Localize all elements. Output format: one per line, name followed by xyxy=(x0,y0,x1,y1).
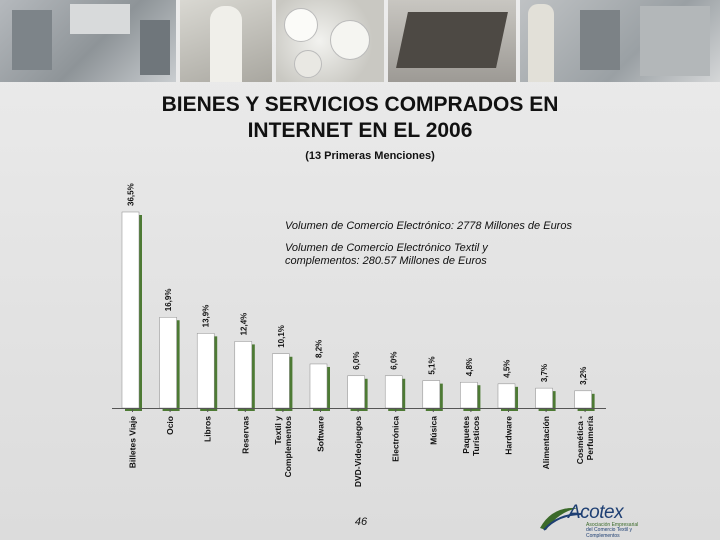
category-label: Hardware xyxy=(504,416,514,455)
logo-name: Acotex xyxy=(568,502,624,523)
value-label: 3,2% xyxy=(579,367,588,385)
ecommerce-volume-note: Volumen de Comercio Electrónico: 2778 Mi… xyxy=(285,220,572,232)
value-label: 13,9% xyxy=(202,305,211,328)
bar xyxy=(234,341,253,409)
bar xyxy=(347,375,365,409)
bar xyxy=(121,211,140,409)
title-line-2: INTERNET EN EL 2006 xyxy=(247,119,473,142)
category-label: Alimentación xyxy=(541,416,551,469)
bar xyxy=(460,381,478,409)
category-label: Billetes Viaje xyxy=(128,416,138,469)
category-label: Libros xyxy=(203,416,213,442)
header-photo-fabric xyxy=(388,0,516,82)
value-label: 6,0% xyxy=(352,352,361,370)
category-label: Complementos xyxy=(283,416,293,478)
slide-subtitle: (13 Primeras Menciones) xyxy=(305,150,435,162)
category-label: Turísticos xyxy=(471,416,481,456)
value-label: 3,7% xyxy=(540,364,549,382)
category-label: Paquetes xyxy=(461,416,471,454)
bar xyxy=(422,380,441,409)
bar xyxy=(574,390,592,409)
category-label: DVD-Videojuegos xyxy=(353,416,363,487)
header-photo-store xyxy=(520,0,720,82)
bar xyxy=(384,375,403,409)
value-label: 4,5% xyxy=(503,360,512,378)
header-photo-mannequin xyxy=(180,0,272,82)
logo-tagline-1: Asociación Empresarial xyxy=(586,522,639,528)
title-line-1: BIENES Y SERVICIOS COMPRADOS EN xyxy=(161,93,559,116)
value-label: 36,5% xyxy=(127,183,136,206)
category-label: Reservas xyxy=(240,416,250,454)
page-number: 46 xyxy=(354,516,368,528)
bar xyxy=(272,353,290,409)
category-label: Cosmética - xyxy=(575,416,585,464)
logo-swoosh-icon xyxy=(540,507,583,531)
bar xyxy=(196,333,215,409)
header-photo-shop-interior xyxy=(0,0,176,82)
category-label: Perfumería xyxy=(585,416,595,461)
textile-volume-note: Volumen de Comercio Electrónico Textil y… xyxy=(285,242,488,267)
header-photo-buttons xyxy=(276,0,384,82)
value-label: 4,8% xyxy=(465,358,474,376)
category-label: Música xyxy=(428,416,438,445)
bar xyxy=(159,316,177,409)
bar xyxy=(497,383,516,409)
value-label: 12,4% xyxy=(239,313,248,336)
category-label: Software xyxy=(316,416,326,452)
value-label: 5,1% xyxy=(427,356,436,374)
category-label: Electrónica xyxy=(391,416,401,462)
category-label: Textil y xyxy=(273,416,283,445)
logo-tagline-2: del Comercio Textil y Complementos xyxy=(586,527,633,539)
value-label: 8,2% xyxy=(315,340,324,358)
value-label: 10,1% xyxy=(277,325,286,348)
value-label: 6,0% xyxy=(390,352,399,370)
bar xyxy=(309,363,328,409)
slide-title: BIENES Y SERVICIOS COMPRADOS EN INTERNET… xyxy=(90,92,630,144)
value-label: 16,9% xyxy=(164,289,173,312)
acotex-logo: Acotex Asociación Empresarial del Comerc… xyxy=(538,500,648,539)
category-label: Ocio xyxy=(165,416,175,435)
bar xyxy=(535,387,553,409)
